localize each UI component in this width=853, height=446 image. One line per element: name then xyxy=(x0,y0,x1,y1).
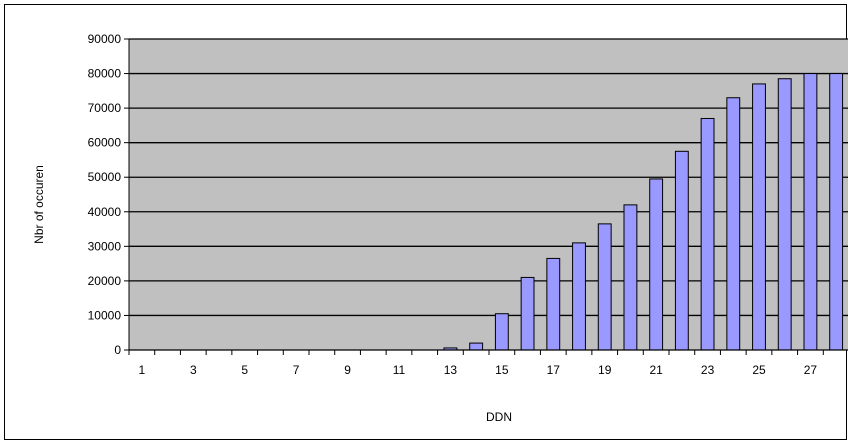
x-tick-label: 9 xyxy=(344,363,351,377)
bar xyxy=(520,276,535,351)
x-tick-label: 25 xyxy=(752,363,766,377)
y-tick-labels: 0 10000 20000 30000 40000 50000 60000 70000 8000… xyxy=(88,32,122,357)
y-tick-label: 50000 xyxy=(88,170,122,184)
bar xyxy=(546,257,561,351)
y-tick-label: 10000 xyxy=(88,308,122,322)
x-tick-label: 23 xyxy=(701,363,715,377)
x-tick-label: 3 xyxy=(190,363,197,377)
y-tick-label: 70000 xyxy=(88,101,122,115)
x-tick-label: 27 xyxy=(804,363,818,377)
bar xyxy=(726,97,741,351)
x-tick-label: 1 xyxy=(139,363,146,377)
bar xyxy=(777,78,792,351)
x-tick-label: 13 xyxy=(444,363,458,377)
bar xyxy=(572,242,586,351)
x-tick-labels: 1 3 5 7 9 11 13 15 17 19 21 23 25 27 xyxy=(139,363,818,377)
y-axis-title: Nbr of occuren xyxy=(32,165,46,244)
bars xyxy=(443,73,844,351)
bar xyxy=(829,73,844,351)
bar xyxy=(494,313,509,351)
y-tick-label: 20000 xyxy=(88,274,122,288)
bar xyxy=(469,342,484,351)
axes xyxy=(124,38,848,355)
bar xyxy=(597,223,612,351)
x-tick-label: 19 xyxy=(598,363,612,377)
bar xyxy=(623,204,638,351)
bar-chart: 0 10000 20000 30000 40000 50000 60000 70000 8000… xyxy=(32,32,848,424)
bar xyxy=(649,178,664,351)
x-tick-label: 15 xyxy=(495,363,509,377)
y-tick-label: 30000 xyxy=(88,239,122,253)
x-tick-label: 7 xyxy=(293,363,300,377)
x-tick-label: 5 xyxy=(241,363,248,377)
x-axis-title: DDN xyxy=(486,410,512,424)
bar xyxy=(674,150,689,351)
x-tick-label: 11 xyxy=(393,363,406,377)
y-tick-label: 80000 xyxy=(88,67,122,81)
y-tick-label: 40000 xyxy=(88,205,122,219)
y-tick-label: 90000 xyxy=(88,32,122,46)
y-tick-label: 60000 xyxy=(88,136,122,150)
x-tick-label: 21 xyxy=(649,363,663,377)
x-tick-label: 17 xyxy=(547,363,561,377)
bar xyxy=(700,117,715,351)
bar xyxy=(803,73,818,351)
bar xyxy=(752,83,766,351)
chart-frame: 0 10000 20000 30000 40000 50000 60000 70000 8000… xyxy=(4,4,848,440)
y-tick-label: 0 xyxy=(114,343,121,357)
